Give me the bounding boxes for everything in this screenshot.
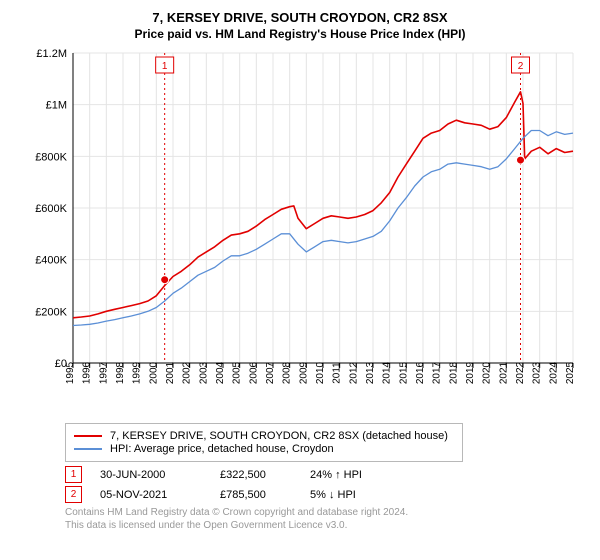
svg-text:1: 1 xyxy=(162,61,168,72)
legend-swatch-0 xyxy=(74,435,102,437)
svg-text:2002: 2002 xyxy=(182,361,193,384)
svg-text:2023: 2023 xyxy=(532,361,543,384)
svg-text:2005: 2005 xyxy=(232,361,243,384)
footer: Contains HM Land Registry data © Crown c… xyxy=(65,507,585,532)
svg-text:2025: 2025 xyxy=(565,361,576,384)
svg-text:2: 2 xyxy=(518,61,524,72)
svg-text:£400K: £400K xyxy=(35,255,67,267)
svg-text:£1.2M: £1.2M xyxy=(36,48,67,60)
svg-text:2015: 2015 xyxy=(398,361,409,384)
svg-text:2014: 2014 xyxy=(382,361,393,384)
svg-text:£600K: £600K xyxy=(35,203,67,215)
marker-box-1: 1 xyxy=(65,466,82,483)
legend-item: 7, KERSEY DRIVE, SOUTH CROYDON, CR2 8SX … xyxy=(74,430,454,442)
svg-text:2007: 2007 xyxy=(265,361,276,384)
svg-text:2012: 2012 xyxy=(348,361,359,384)
svg-text:2008: 2008 xyxy=(282,361,293,384)
svg-text:2003: 2003 xyxy=(198,361,209,384)
marker-row: 1 30-JUN-2000 £322,500 24% ↑ HPI xyxy=(65,466,585,483)
marker-row: 2 05-NOV-2021 £785,500 5% ↓ HPI xyxy=(65,486,585,503)
chart-svg: £0£200K£400K£600K£800K£1M£1.2M1995199619… xyxy=(23,47,578,417)
svg-text:£800K: £800K xyxy=(35,151,67,163)
legend-item: HPI: Average price, detached house, Croy… xyxy=(74,443,454,455)
footer-line-1: Contains HM Land Registry data © Crown c… xyxy=(65,507,585,520)
marker-date-2: 05-NOV-2021 xyxy=(100,489,220,501)
marker-price-2: £785,500 xyxy=(220,489,310,501)
marker-date-1: 30-JUN-2000 xyxy=(100,469,220,481)
svg-text:2004: 2004 xyxy=(215,361,226,384)
svg-text:1999: 1999 xyxy=(132,361,143,384)
svg-text:2000: 2000 xyxy=(148,361,159,384)
svg-text:2018: 2018 xyxy=(448,361,459,384)
legend-swatch-1 xyxy=(74,448,102,450)
svg-text:2020: 2020 xyxy=(482,361,493,384)
legend-label-1: HPI: Average price, detached house, Croy… xyxy=(110,443,334,455)
page-subtitle: Price paid vs. HM Land Registry's House … xyxy=(15,27,585,41)
svg-text:2009: 2009 xyxy=(298,361,309,384)
svg-text:£1M: £1M xyxy=(46,100,67,112)
svg-text:2001: 2001 xyxy=(165,361,176,384)
svg-text:1998: 1998 xyxy=(115,361,126,384)
svg-text:2021: 2021 xyxy=(498,361,509,384)
svg-text:2011: 2011 xyxy=(332,362,343,384)
svg-text:£200K: £200K xyxy=(35,306,67,318)
svg-text:2006: 2006 xyxy=(248,361,259,384)
marker-pct-1: 24% ↑ HPI xyxy=(310,469,400,481)
page-title: 7, KERSEY DRIVE, SOUTH CROYDON, CR2 8SX xyxy=(15,10,585,25)
svg-text:2016: 2016 xyxy=(415,361,426,384)
svg-text:2010: 2010 xyxy=(315,361,326,384)
price-chart: £0£200K£400K£600K£800K£1M£1.2M1995199619… xyxy=(23,47,578,417)
legend-label-0: 7, KERSEY DRIVE, SOUTH CROYDON, CR2 8SX … xyxy=(110,430,448,442)
svg-text:2022: 2022 xyxy=(515,361,526,384)
footer-line-2: This data is licensed under the Open Gov… xyxy=(65,520,585,533)
marker-pct-2: 5% ↓ HPI xyxy=(310,489,400,501)
svg-text:2024: 2024 xyxy=(548,361,559,384)
svg-text:1995: 1995 xyxy=(65,361,76,384)
marker-table: 1 30-JUN-2000 £322,500 24% ↑ HPI 2 05-NO… xyxy=(65,466,585,503)
legend: 7, KERSEY DRIVE, SOUTH CROYDON, CR2 8SX … xyxy=(65,423,463,462)
svg-text:1996: 1996 xyxy=(82,361,93,384)
svg-text:2013: 2013 xyxy=(365,361,376,384)
svg-text:2019: 2019 xyxy=(465,361,476,384)
svg-text:2017: 2017 xyxy=(432,361,443,384)
marker-box-2: 2 xyxy=(65,486,82,503)
svg-text:1997: 1997 xyxy=(98,361,109,384)
marker-price-1: £322,500 xyxy=(220,469,310,481)
